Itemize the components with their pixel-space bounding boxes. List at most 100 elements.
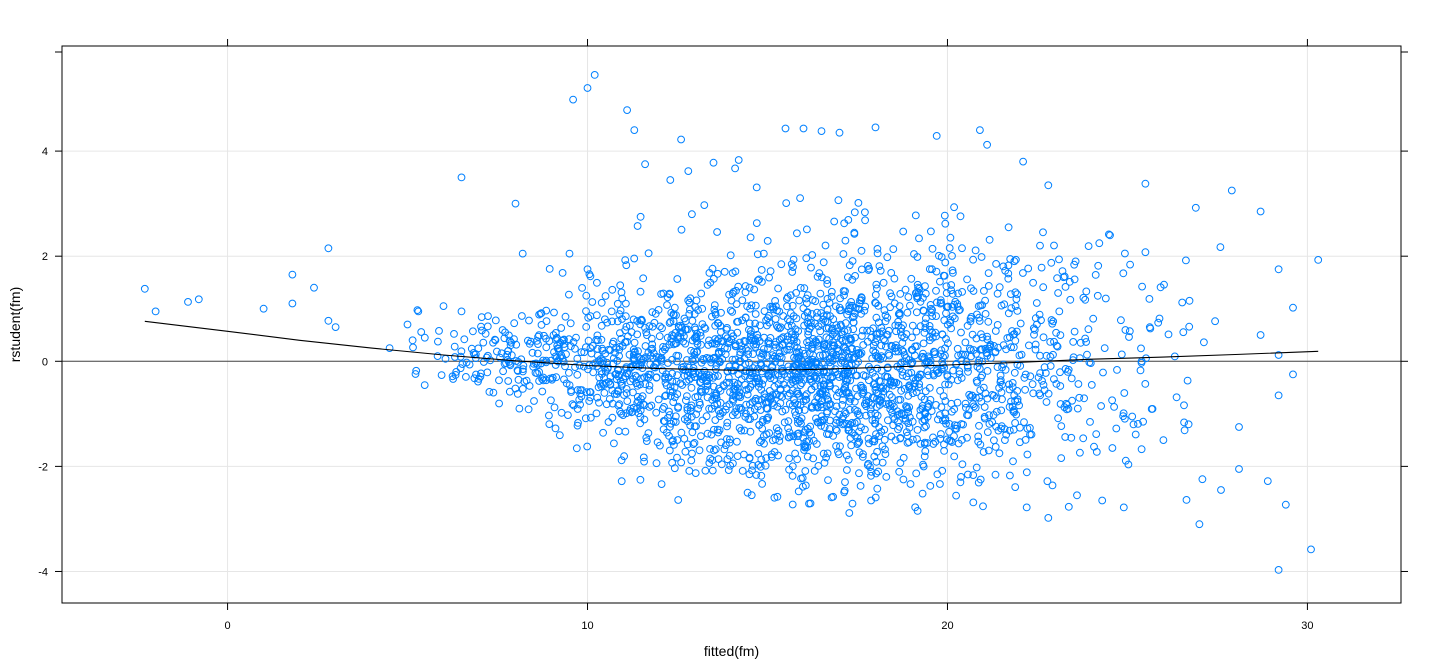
data-point xyxy=(799,304,808,313)
data-point xyxy=(633,222,642,230)
data-point xyxy=(773,492,782,501)
data-point xyxy=(937,253,946,261)
data-point xyxy=(863,337,872,346)
data-point xyxy=(601,349,610,358)
data-point xyxy=(903,308,912,317)
data-point xyxy=(542,343,551,352)
data-point xyxy=(940,363,948,372)
data-point xyxy=(854,439,863,447)
data-point xyxy=(948,266,957,275)
data-point xyxy=(832,302,840,311)
data-point xyxy=(689,440,698,449)
data-point xyxy=(726,306,735,315)
data-point xyxy=(497,349,506,358)
data-point xyxy=(723,324,731,332)
data-point xyxy=(948,252,956,260)
data-point xyxy=(839,250,848,258)
data-point xyxy=(946,319,954,327)
data-point xyxy=(855,437,864,446)
data-point xyxy=(702,354,711,362)
data-point xyxy=(457,347,466,356)
data-point xyxy=(774,323,782,332)
data-point xyxy=(631,347,639,356)
data-point xyxy=(859,341,868,349)
data-point xyxy=(731,342,740,351)
data-point xyxy=(799,433,807,442)
data-point xyxy=(590,71,599,79)
data-point xyxy=(1217,486,1225,494)
data-point xyxy=(1010,408,1018,417)
data-point xyxy=(876,266,885,275)
data-point xyxy=(873,447,881,456)
data-point xyxy=(972,349,980,358)
data-point xyxy=(583,442,592,451)
data-point xyxy=(956,478,965,487)
data-point xyxy=(597,335,606,344)
data-point xyxy=(1006,471,1014,480)
data-point xyxy=(1125,333,1133,341)
data-point xyxy=(856,482,865,490)
data-point xyxy=(1011,397,1019,405)
data-point xyxy=(653,438,662,447)
data-point xyxy=(977,397,986,406)
data-point xyxy=(775,324,784,333)
data-point xyxy=(735,424,744,432)
data-point xyxy=(881,311,890,320)
data-point xyxy=(1182,256,1190,265)
data-point xyxy=(550,308,558,317)
data-point xyxy=(903,439,912,447)
data-point xyxy=(578,386,586,395)
data-point xyxy=(814,322,823,331)
data-point xyxy=(1068,396,1076,405)
data-point xyxy=(1076,354,1084,363)
data-point xyxy=(798,346,807,355)
y-tick-label: 2 xyxy=(42,251,48,263)
data-point xyxy=(775,349,784,358)
data-point xyxy=(1211,317,1219,326)
data-point xyxy=(1039,228,1047,237)
data-point xyxy=(710,301,719,310)
data-point xyxy=(869,324,877,333)
data-point xyxy=(140,284,149,293)
data-point xyxy=(940,440,948,449)
data-point xyxy=(525,316,533,325)
data-point xyxy=(729,288,738,296)
data-point xyxy=(822,333,831,342)
data-point xyxy=(1105,230,1113,239)
data-point xyxy=(673,357,681,366)
data-point xyxy=(489,388,498,397)
data-point xyxy=(618,342,627,350)
data-point xyxy=(738,345,747,354)
smooth-curve xyxy=(144,320,1319,371)
data-point xyxy=(1057,454,1066,463)
data-point xyxy=(853,418,861,426)
data-point xyxy=(1113,366,1121,374)
data-point xyxy=(623,397,632,406)
data-point xyxy=(745,359,753,367)
data-point xyxy=(577,348,586,357)
data-point xyxy=(928,244,937,253)
data-point xyxy=(886,289,894,298)
data-point xyxy=(936,386,944,395)
data-point xyxy=(912,469,921,478)
data-point xyxy=(650,318,659,327)
data-point xyxy=(805,437,813,446)
data-point xyxy=(1069,338,1078,346)
data-point xyxy=(813,272,822,281)
data-point xyxy=(794,438,802,447)
data-point xyxy=(1039,333,1048,342)
data-point xyxy=(486,356,495,365)
data-point xyxy=(621,312,630,321)
data-point xyxy=(518,385,527,393)
data-point xyxy=(807,263,815,272)
data-point xyxy=(941,351,949,360)
data-point xyxy=(613,299,622,308)
data-point xyxy=(614,427,623,436)
data-point xyxy=(662,391,670,400)
data-point xyxy=(629,388,637,397)
data-point xyxy=(666,317,675,326)
data-point xyxy=(1191,203,1200,212)
data-point xyxy=(1119,412,1127,421)
data-point xyxy=(472,370,480,379)
data-point xyxy=(803,308,812,317)
